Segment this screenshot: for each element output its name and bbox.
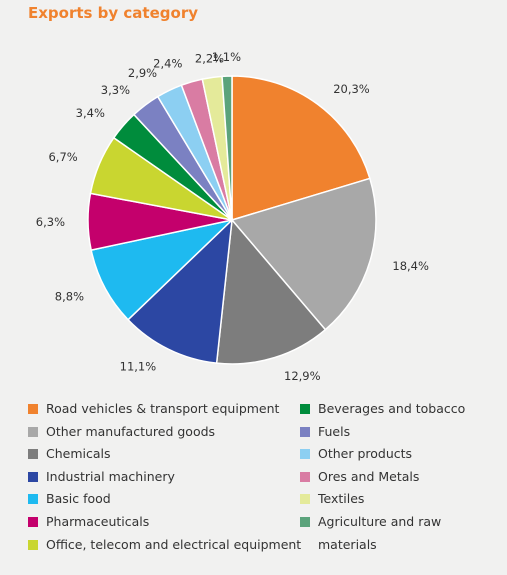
slice-data-label: 3,4% (76, 106, 105, 120)
legend-item: Office, telecom and electrical equipment (28, 534, 301, 557)
legend-label: Industrial machinery (46, 468, 175, 484)
legend-swatch (300, 404, 310, 414)
legend-swatch (28, 471, 38, 482)
legend-swatch (28, 426, 38, 437)
legend-column-1: Road vehicles & transport equipment Other… (28, 398, 301, 556)
slice-data-label: 12,9% (284, 369, 321, 383)
legend-item: Fuels (300, 421, 470, 444)
pie-chart: 20,3% 18,4% 12,9% 11,1% 8,8% 6,3% 6,7% 3,4% 3,3%… (36, 50, 429, 383)
legend-label: Beverages and tobacco (318, 401, 466, 416)
slice-data-label: 6,3% (36, 215, 65, 229)
legend-label: Basic food (46, 491, 111, 507)
pie-slice (215, 218, 327, 365)
legend-swatch (300, 516, 310, 527)
legend-swatch (300, 494, 310, 505)
legend-swatch (300, 449, 310, 460)
slice-data-label: 2,4% (153, 57, 182, 71)
slice-data-label: 3,3% (101, 83, 130, 97)
slice-data-label: 2,9% (128, 66, 157, 80)
legend-column-2: Beverages and tobacco Fuels Other products… (300, 398, 470, 556)
legend-item: Industrial machinery (28, 466, 301, 489)
legend-swatch (300, 471, 310, 482)
legend-swatch (28, 494, 38, 505)
legend-swatch (28, 449, 38, 460)
slice-data-label: 8,8% (55, 289, 84, 303)
legend-swatch (28, 404, 38, 414)
legend-swatch (28, 539, 38, 550)
legend-item: Agriculture and raw materials (300, 511, 470, 556)
slice-data-label: 20,3% (333, 82, 370, 96)
legend-label: Chemicals (46, 446, 111, 462)
legend-label: Textiles (318, 491, 365, 507)
slice-data-label: 18,4% (392, 259, 429, 273)
pie-slice (127, 218, 233, 365)
slice-data-label: 2,2% (195, 52, 224, 66)
legend-label: Office, telecom and electrical equipment (46, 536, 302, 552)
legend-item: Basic food (28, 488, 301, 511)
legend-item: Beverages and tobacco (300, 398, 470, 421)
legend-item: Pharmaceuticals (28, 511, 301, 534)
slice-data-label: 1,1% (212, 50, 241, 64)
legend-swatch (300, 426, 310, 437)
legend-item: Textiles (300, 488, 470, 511)
legend-item: Ores and Metals (300, 466, 470, 489)
legend-label: Pharmaceuticals (46, 513, 150, 529)
legend-label: Other manufactured goods (46, 423, 216, 439)
legend-item: Other products (300, 443, 470, 466)
slice-data-label: 6,7% (48, 150, 77, 164)
legend-label: Ores and Metals (318, 468, 420, 484)
pie-slice (221, 75, 233, 221)
legend-item: Chemicals (28, 443, 301, 466)
legend-item: Road vehicles & transport equipment (28, 398, 301, 421)
legend-item: Other manufactured goods (28, 421, 301, 444)
pie-slice (230, 177, 377, 331)
chart-title: Exports by category (28, 4, 198, 22)
pie-slice (231, 75, 371, 222)
slice-data-label: 11,1% (120, 359, 157, 373)
legend-swatch (28, 516, 38, 527)
legend-label: Road vehicles & transport equipment (46, 401, 280, 416)
legend-label: Agriculture and raw materials (318, 513, 442, 552)
legend-label: Fuels (318, 423, 351, 439)
legend-label: Other products (318, 446, 413, 462)
